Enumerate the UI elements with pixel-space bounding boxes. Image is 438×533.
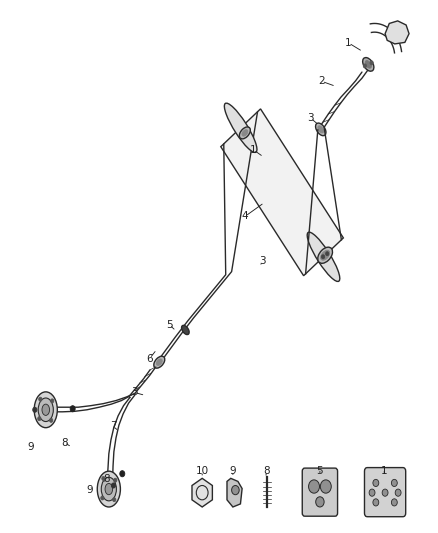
Ellipse shape bbox=[156, 359, 162, 366]
Ellipse shape bbox=[34, 392, 57, 427]
Circle shape bbox=[325, 252, 329, 256]
Circle shape bbox=[321, 255, 325, 259]
Ellipse shape bbox=[42, 404, 49, 415]
Text: 9: 9 bbox=[86, 485, 93, 495]
Polygon shape bbox=[227, 478, 242, 507]
Circle shape bbox=[38, 417, 41, 421]
Circle shape bbox=[308, 480, 319, 493]
Circle shape bbox=[392, 479, 397, 487]
Text: 5: 5 bbox=[317, 466, 323, 476]
Polygon shape bbox=[221, 109, 343, 276]
Ellipse shape bbox=[240, 127, 251, 139]
Text: 3: 3 bbox=[259, 256, 266, 266]
Circle shape bbox=[120, 471, 125, 477]
Circle shape bbox=[369, 489, 375, 496]
Text: 8: 8 bbox=[103, 474, 110, 484]
Circle shape bbox=[395, 489, 401, 496]
Text: 2: 2 bbox=[318, 76, 325, 86]
Ellipse shape bbox=[315, 123, 326, 136]
Text: 10: 10 bbox=[196, 466, 209, 476]
Text: 6: 6 bbox=[146, 353, 153, 364]
Circle shape bbox=[101, 496, 104, 500]
FancyBboxPatch shape bbox=[364, 467, 406, 516]
Circle shape bbox=[102, 477, 105, 481]
Circle shape bbox=[370, 61, 373, 65]
Ellipse shape bbox=[318, 126, 324, 133]
Circle shape bbox=[316, 497, 324, 507]
Circle shape bbox=[33, 407, 37, 413]
Circle shape bbox=[392, 499, 397, 506]
Text: 1: 1 bbox=[345, 38, 352, 48]
Ellipse shape bbox=[321, 251, 330, 260]
Ellipse shape bbox=[97, 471, 120, 507]
Ellipse shape bbox=[105, 483, 113, 495]
Circle shape bbox=[50, 399, 54, 403]
Ellipse shape bbox=[307, 232, 340, 281]
Polygon shape bbox=[192, 478, 212, 507]
Circle shape bbox=[232, 486, 239, 495]
Text: 1: 1 bbox=[381, 466, 388, 476]
Ellipse shape bbox=[224, 103, 257, 152]
Circle shape bbox=[70, 406, 75, 412]
Ellipse shape bbox=[365, 61, 371, 68]
Circle shape bbox=[39, 397, 42, 401]
Text: 3: 3 bbox=[131, 387, 138, 398]
Text: 9: 9 bbox=[27, 442, 34, 451]
Text: 5: 5 bbox=[166, 320, 173, 330]
Ellipse shape bbox=[154, 356, 165, 368]
Text: 4: 4 bbox=[242, 212, 248, 221]
Text: 8: 8 bbox=[263, 466, 269, 476]
Circle shape bbox=[363, 64, 367, 68]
Text: 7: 7 bbox=[110, 421, 117, 431]
Text: 8: 8 bbox=[61, 438, 67, 448]
Text: 3: 3 bbox=[307, 113, 314, 123]
Circle shape bbox=[373, 499, 379, 506]
Circle shape bbox=[320, 480, 331, 493]
Circle shape bbox=[113, 498, 116, 502]
Ellipse shape bbox=[363, 58, 374, 71]
Polygon shape bbox=[385, 21, 409, 44]
Ellipse shape bbox=[38, 398, 53, 422]
Circle shape bbox=[382, 489, 388, 496]
FancyBboxPatch shape bbox=[302, 468, 338, 516]
Ellipse shape bbox=[182, 325, 189, 335]
Text: 1: 1 bbox=[250, 145, 257, 155]
Text: 9: 9 bbox=[230, 466, 236, 476]
Circle shape bbox=[111, 483, 116, 488]
Ellipse shape bbox=[101, 478, 117, 501]
Ellipse shape bbox=[318, 247, 332, 263]
Ellipse shape bbox=[242, 130, 248, 136]
Circle shape bbox=[113, 478, 117, 482]
Circle shape bbox=[373, 479, 379, 487]
Circle shape bbox=[49, 418, 53, 422]
